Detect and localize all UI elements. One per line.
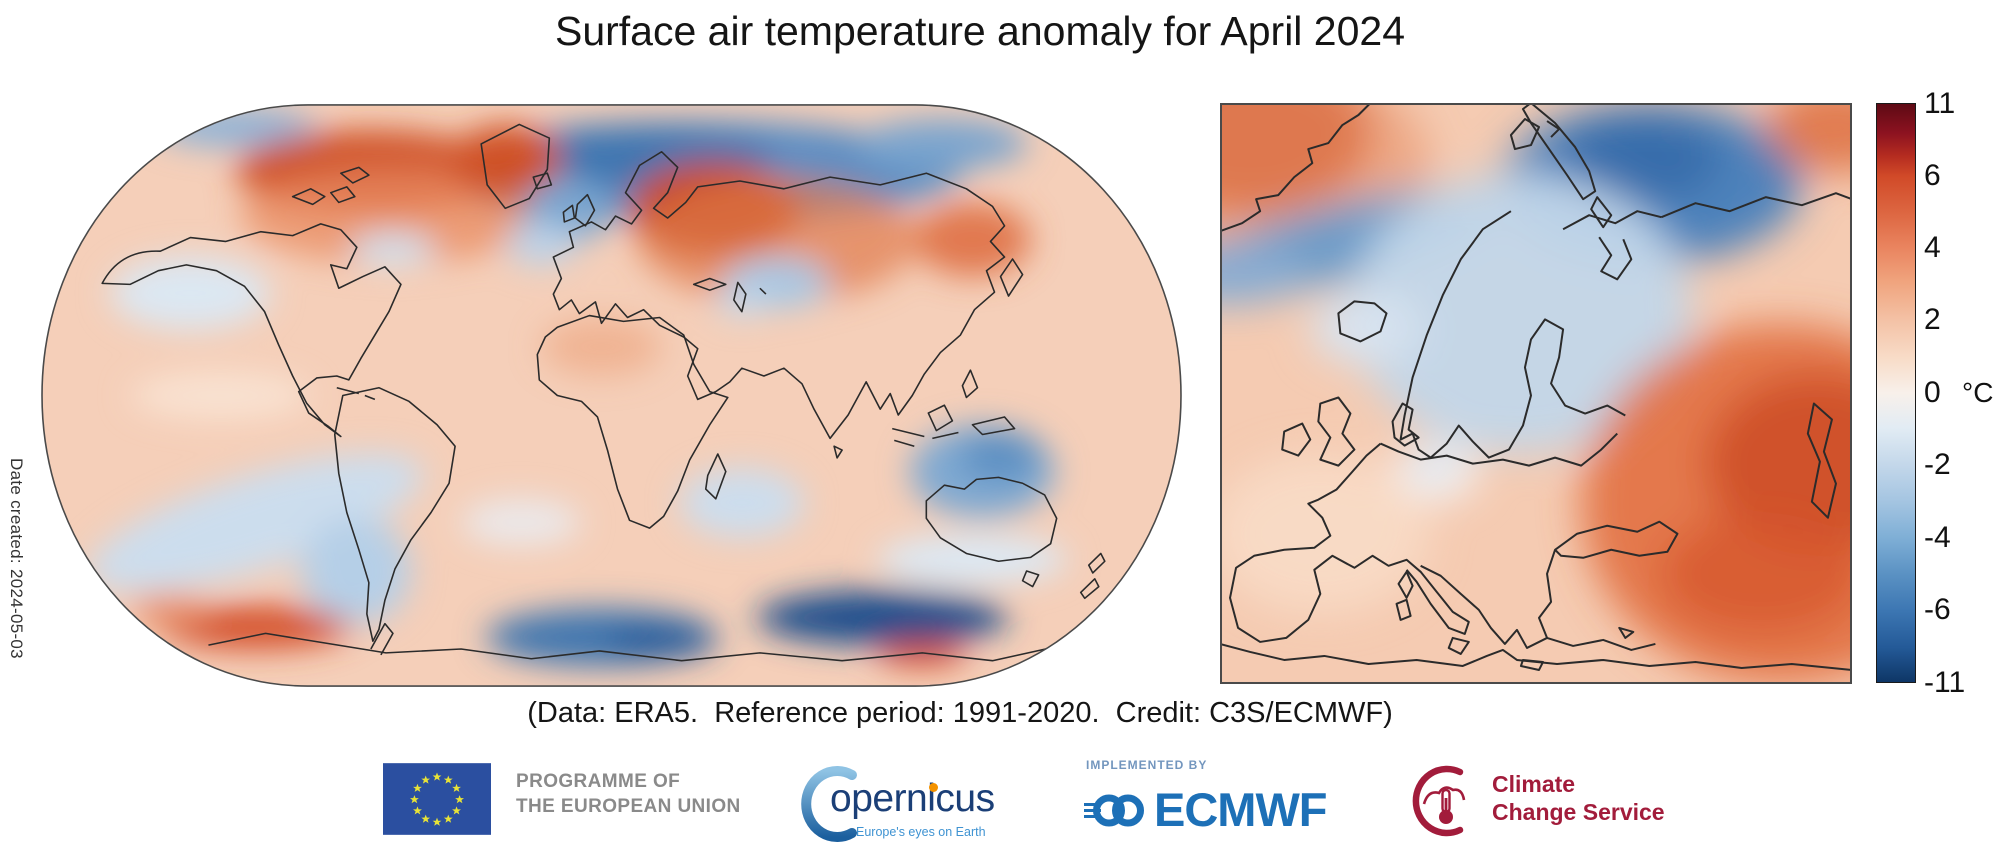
eu-flag-stars [410, 772, 464, 826]
copernicus-logo: opernicus Europe's eyes on Earth [790, 763, 1000, 853]
eu-flag-logo [383, 763, 491, 835]
colorbar-tick-label: -4 [1924, 521, 1951, 554]
world-coastlines [101, 123, 1106, 662]
copernicus-wordmark: opernicus [830, 777, 995, 820]
figure-caption: (Data: ERA5. Reference period: 1991-2020… [527, 697, 1393, 729]
world-anomaly-shading [88, 107, 1068, 667]
implemented-by-label: IMPLEMENTED BY [1086, 758, 1208, 772]
c3s-line2: Change Service [1492, 799, 1665, 825]
colorbar-tick-label: -6 [1924, 593, 1951, 626]
colorbar-unit-label: °C [1962, 377, 1994, 408]
figure-title: Surface air temperature anomaly for Apri… [554, 8, 1406, 54]
c3s-crescent-icon [1412, 765, 1466, 837]
colorbar-tick-label: -2 [1924, 448, 1951, 481]
eu-programme-line2: THE EUROPEAN UNION [516, 796, 741, 817]
eu-programme-line1: PROGRAMME OF [516, 771, 681, 792]
colorbar-tick-label: 11 [1924, 87, 1956, 120]
colorbar-tick-label: 2 [1924, 303, 1941, 336]
eu-programme-label: PROGRAMME OF THE EUROPEAN UNION [516, 769, 741, 819]
climate-change-service-logo: Climate Change Service [1402, 760, 1665, 842]
c3s-label: Climate Change Service [1492, 770, 1665, 842]
ecmwf-wordmark: ECMWF [1154, 783, 1328, 836]
colorbar-tick-label: 6 [1924, 159, 1941, 192]
europe-coastlines [1220, 103, 1852, 671]
world-map-border [41, 104, 1182, 687]
ecmwf-logo: ECMWF [1084, 782, 1328, 837]
copernicus-orange-dot-icon [929, 783, 938, 792]
colorbar-tick-label: 0 [1924, 376, 1941, 409]
ecmwf-symbol-icon [1084, 794, 1144, 826]
copernicus-c-swoosh-icon [801, 766, 857, 842]
world-map [41, 104, 1182, 687]
europe-map-border [1220, 103, 1852, 684]
colorbar-gradient [1876, 103, 1916, 683]
europe-map [1220, 103, 1852, 684]
colorbar-tick-label: 4 [1924, 231, 1941, 264]
c3s-line1: Climate [1492, 771, 1576, 797]
date-created-label: Date created: 2024-05-03 [7, 458, 26, 659]
copernicus-tagline: Europe's eyes on Earth [856, 825, 986, 839]
colorbar-tick-label: -11 [1924, 666, 1966, 699]
